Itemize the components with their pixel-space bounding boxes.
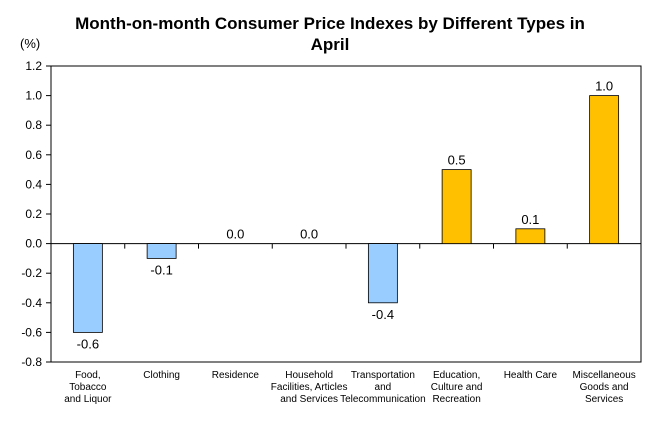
y-tick-label: -0.6 <box>21 325 42 339</box>
category-label: Telecommunication <box>340 394 426 405</box>
category-label: and <box>375 382 392 393</box>
category-label: Culture and <box>431 382 483 393</box>
y-tick-label: 1.2 <box>25 59 42 73</box>
bar <box>589 95 620 244</box>
y-tick-label: -0.4 <box>21 296 42 310</box>
data-label: -0.1 <box>150 262 172 277</box>
chart-title-line-1: Month-on-month Consumer Price Indexes by… <box>75 14 585 33</box>
chart-title-line-2: April <box>310 35 350 54</box>
y-tick-label: 0.4 <box>25 177 42 191</box>
y-tick-label: 0.6 <box>25 148 42 162</box>
category-label: Miscellaneous <box>572 370 635 381</box>
y-tick-label: 1.0 <box>25 89 42 103</box>
category-label: Tobacco <box>69 382 107 393</box>
y-tick-label: 0.2 <box>25 207 42 221</box>
data-label: -0.6 <box>77 336 99 351</box>
data-label: 0.1 <box>521 212 539 227</box>
category-label: Household <box>285 370 333 381</box>
category-label: Services <box>585 394 623 405</box>
bar <box>72 243 103 333</box>
data-label: 0.0 <box>226 227 244 242</box>
bar <box>515 228 546 245</box>
category-label: Transportation <box>351 370 415 381</box>
category-label: Recreation <box>432 394 480 405</box>
data-label: 0.5 <box>448 153 466 168</box>
plot-frame <box>50 65 642 363</box>
y-tick-label: -0.8 <box>21 355 42 369</box>
category-label: and Services <box>280 394 338 405</box>
bar <box>367 243 398 304</box>
bar <box>146 243 177 259</box>
y-tick-label: 0.0 <box>25 237 42 251</box>
category-label: Education, <box>433 370 480 381</box>
data-label: 1.0 <box>595 79 613 94</box>
category-label: Health Care <box>504 370 558 381</box>
category-label: Facilities, Articles <box>271 382 348 393</box>
data-label: -0.4 <box>372 307 394 322</box>
category-label: Food, <box>75 370 101 381</box>
y-axis-unit-label: (%) <box>20 36 41 51</box>
y-tick-label: -0.2 <box>21 266 42 280</box>
category-label: and Liquor <box>64 394 112 405</box>
y-tick-label: 0.8 <box>25 118 42 132</box>
category-label: Residence <box>212 370 260 381</box>
data-label: 0.0 <box>300 227 318 242</box>
category-label: Goods and <box>580 382 629 393</box>
category-label: Clothing <box>143 370 180 381</box>
bar <box>441 169 472 245</box>
